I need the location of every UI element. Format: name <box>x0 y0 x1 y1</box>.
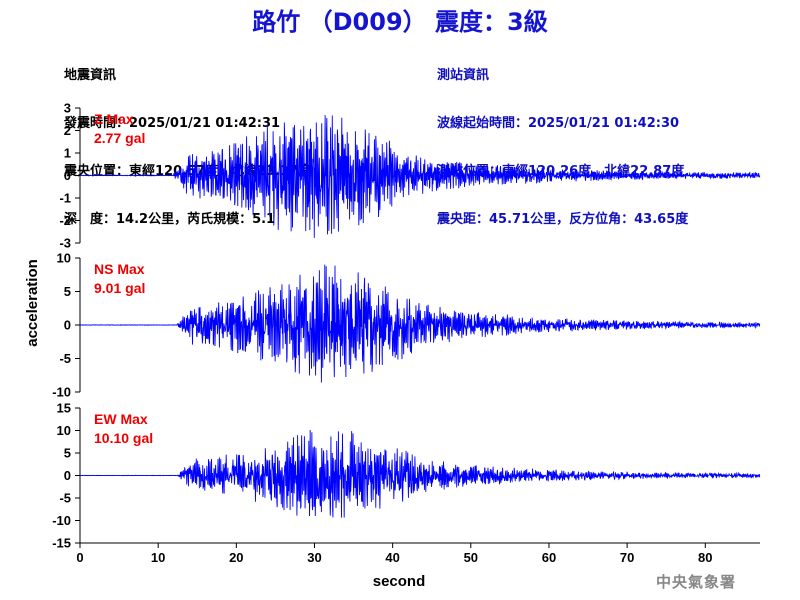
x-tick-label: 70 <box>620 550 634 565</box>
x-tick-label: 30 <box>307 550 321 565</box>
x-tick-label: 40 <box>385 550 399 565</box>
ns-y-tick-label: -5 <box>59 351 71 366</box>
ns-trace <box>79 264 761 383</box>
ew-y-tick-label: -10 <box>52 513 71 528</box>
ns-max-label: NS Max <box>94 261 145 277</box>
z-y-tick-label: -2 <box>59 213 71 228</box>
z-max-value: 2.77 gal <box>94 130 145 146</box>
x-tick-label: 10 <box>151 550 165 565</box>
ew-trace <box>79 430 761 518</box>
z-y-tick-label: -1 <box>59 191 71 206</box>
z-max-label: Z Max <box>94 111 134 127</box>
station-distance: 震央距：45.71公里，反方位角：43.65度 <box>437 212 689 227</box>
earthquake-time: 發震時間：2025/01/21 01:42:31 <box>64 116 281 131</box>
earthquake-heading: 地震資訊 <box>64 68 117 83</box>
z-y-tick-label: 0 <box>64 168 71 183</box>
x-axis-label: second <box>373 573 426 590</box>
z-y-tick-label: 3 <box>64 101 71 116</box>
ew-y-tick-label: 10 <box>57 423 71 438</box>
y-axis-label: acceleration <box>24 259 41 347</box>
z-trace <box>79 115 761 238</box>
credit-watermark: 中央氣象署 <box>656 573 737 591</box>
ew-max-label: EW Max <box>94 411 148 427</box>
ew-max-value: 10.10 gal <box>94 430 153 446</box>
x-tick-label: 50 <box>464 550 478 565</box>
station-heading: 測站資訊 <box>437 68 490 83</box>
x-tick-label: 80 <box>698 550 712 565</box>
ew-y-tick-label: -15 <box>52 536 71 551</box>
ew-y-tick-label: 0 <box>64 468 71 483</box>
ns-y-tick-label: 0 <box>64 318 71 333</box>
ns-max-value: 9.01 gal <box>94 280 145 296</box>
z-y-tick-label: 2 <box>64 123 71 138</box>
ns-y-tick-label: -10 <box>52 385 71 400</box>
x-tick-label: 20 <box>229 550 243 565</box>
ns-y-tick-label: 10 <box>57 251 71 266</box>
ew-y-tick-label: -5 <box>59 491 71 506</box>
ew-y-tick-label: 15 <box>57 401 71 416</box>
earthquake-depth: 深 度：14.2公里，芮氏規模：5.1 <box>64 212 276 227</box>
station-wave-start: 波線起始時間：2025/01/21 01:42:30 <box>437 116 680 131</box>
ns-y-tick-label: 5 <box>64 284 71 299</box>
ew-y-tick-label: 5 <box>64 446 71 461</box>
z-y-tick-label: 1 <box>64 146 71 161</box>
z-y-tick-label: -3 <box>59 236 71 251</box>
x-tick-label: 60 <box>542 550 556 565</box>
page-title: 路竹 （D009） 震度：3級 <box>252 8 548 36</box>
x-tick-label: 0 <box>76 550 83 565</box>
